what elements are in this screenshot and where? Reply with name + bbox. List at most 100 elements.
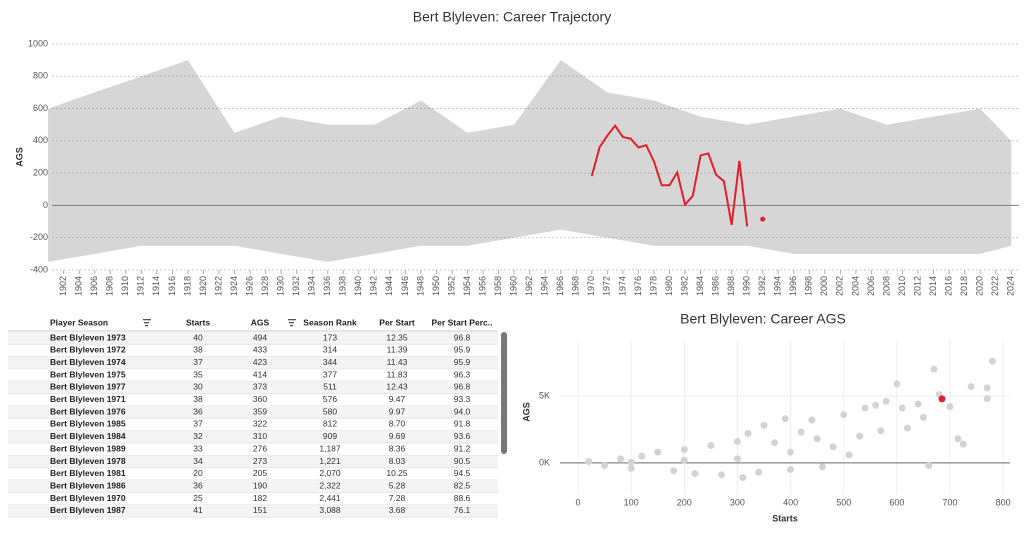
y-tick-label: 600 <box>33 103 48 113</box>
table-cell: 11.83 <box>387 369 408 379</box>
scatter-point <box>680 445 688 453</box>
table-cell: 9.69 <box>389 431 406 441</box>
x-tick-label: 800 <box>996 497 1011 507</box>
x-tick-label: 1930 <box>276 276 286 296</box>
table-cell: 5.28 <box>389 480 406 490</box>
scatter-point <box>787 466 795 474</box>
x-tick-label: 200 <box>677 497 692 507</box>
x-tick-label: 1974 <box>617 276 627 296</box>
scatter-point <box>787 448 795 456</box>
x-tick-label: 1932 <box>291 276 301 296</box>
table-cell: 314 <box>323 345 337 355</box>
scatter-point <box>930 365 938 373</box>
scatter-point <box>627 464 635 472</box>
x-tick-label: 2014 <box>928 276 938 296</box>
y-tick-label: 800 <box>33 71 48 81</box>
x-tick-label: 1966 <box>555 276 565 296</box>
x-tick-label: 1964 <box>540 276 550 296</box>
scatter-point <box>808 416 816 424</box>
x-tick-label: 1944 <box>384 276 394 296</box>
table-cell: 310 <box>253 431 267 441</box>
table-cell: 40 <box>193 332 203 342</box>
x-tick-label: 1984 <box>695 276 705 296</box>
table-cell: 38 <box>193 394 203 404</box>
x-tick-label: 1924 <box>229 276 239 296</box>
table-cell: 94.5 <box>454 468 471 478</box>
table-cell: 88.6 <box>454 493 471 503</box>
scatter-point <box>771 439 779 447</box>
row-band <box>8 504 498 518</box>
row-band <box>8 381 498 394</box>
table-cell: 273 <box>253 456 267 466</box>
x-axis-label: Starts <box>772 513 798 523</box>
x-tick-label: 1920 <box>198 276 208 296</box>
scatter-point <box>861 404 869 412</box>
table-cell: 3,088 <box>319 505 341 515</box>
scatter-point <box>744 429 752 437</box>
table-cell: Bert Blyleven 1978 <box>50 456 126 466</box>
table-cell: 36 <box>193 406 203 416</box>
table-cell: 90.5 <box>454 456 471 466</box>
table-cell: 494 <box>253 332 267 342</box>
scatter-point <box>882 397 890 405</box>
table-header: Season Rank <box>303 317 357 327</box>
chart-title: Bert Blyleven: Career AGS <box>680 311 846 327</box>
scatter-point <box>872 401 880 409</box>
x-tick-label: 1976 <box>633 276 643 296</box>
scatter-point <box>707 441 715 449</box>
table-cell: 8.36 <box>389 443 406 453</box>
table-cell: Bert Blyleven 1987 <box>50 505 126 515</box>
table-cell: 433 <box>253 345 267 355</box>
table-cell: 576 <box>323 394 337 404</box>
y-tick-label: 200 <box>33 168 48 178</box>
x-tick-label: 1946 <box>400 276 410 296</box>
x-tick-label: 1936 <box>322 276 332 296</box>
table-cell: 344 <box>323 357 337 367</box>
x-tick-label: 1912 <box>136 276 146 296</box>
table-cell: 33 <box>193 443 203 453</box>
table-cell: Bert Blyleven 1984 <box>50 431 126 441</box>
x-tick-label: 1950 <box>431 276 441 296</box>
x-tick-label: 2020 <box>975 276 985 296</box>
table-cell: 93.3 <box>454 394 471 404</box>
table-header: Starts <box>186 317 210 327</box>
x-tick-label: 2006 <box>866 276 876 296</box>
table-cell: 182 <box>253 493 267 503</box>
x-tick-label: 2008 <box>881 276 891 296</box>
x-tick-label: 1970 <box>586 276 596 296</box>
table-mask <box>0 527 510 534</box>
x-tick-label: 500 <box>836 497 851 507</box>
table-cell: 20 <box>193 468 203 478</box>
table-cell: 2,441 <box>319 493 341 503</box>
table-cell: 2,322 <box>319 480 341 490</box>
table-cell: 322 <box>253 419 267 429</box>
x-tick-label: 1942 <box>369 276 379 296</box>
x-tick-label: 1928 <box>260 276 270 296</box>
x-tick-label: 1998 <box>804 276 814 296</box>
x-tick-label: 2000 <box>819 276 829 296</box>
y-axis-label: AGS <box>14 147 24 167</box>
table-cell: 414 <box>253 369 267 379</box>
table-cell: 9.47 <box>389 394 406 404</box>
x-tick-label: 2024 <box>1006 276 1016 296</box>
scatter-point <box>755 468 763 476</box>
scatter-point <box>856 432 864 440</box>
table-cell: 7.28 <box>389 493 406 503</box>
scrollbar[interactable] <box>501 332 507 454</box>
table-cell: 151 <box>253 505 267 515</box>
scatter-point <box>893 380 901 388</box>
table-cell: 37 <box>193 357 203 367</box>
scatter-point <box>760 421 768 429</box>
table-cell: 359 <box>253 406 267 416</box>
table-cell: 8.70 <box>389 419 406 429</box>
table-cell: 11.39 <box>387 345 408 355</box>
row-band <box>8 430 498 444</box>
table-cell: 76.1 <box>454 505 471 515</box>
x-tick-label: 1910 <box>120 276 130 296</box>
table-cell: 91.2 <box>454 443 471 453</box>
table-cell: 1,221 <box>319 456 341 466</box>
table-cell: 812 <box>323 419 337 429</box>
x-tick-label: 600 <box>889 497 904 507</box>
x-tick-label: 1992 <box>757 276 767 296</box>
x-tick-label: 1988 <box>726 276 736 296</box>
